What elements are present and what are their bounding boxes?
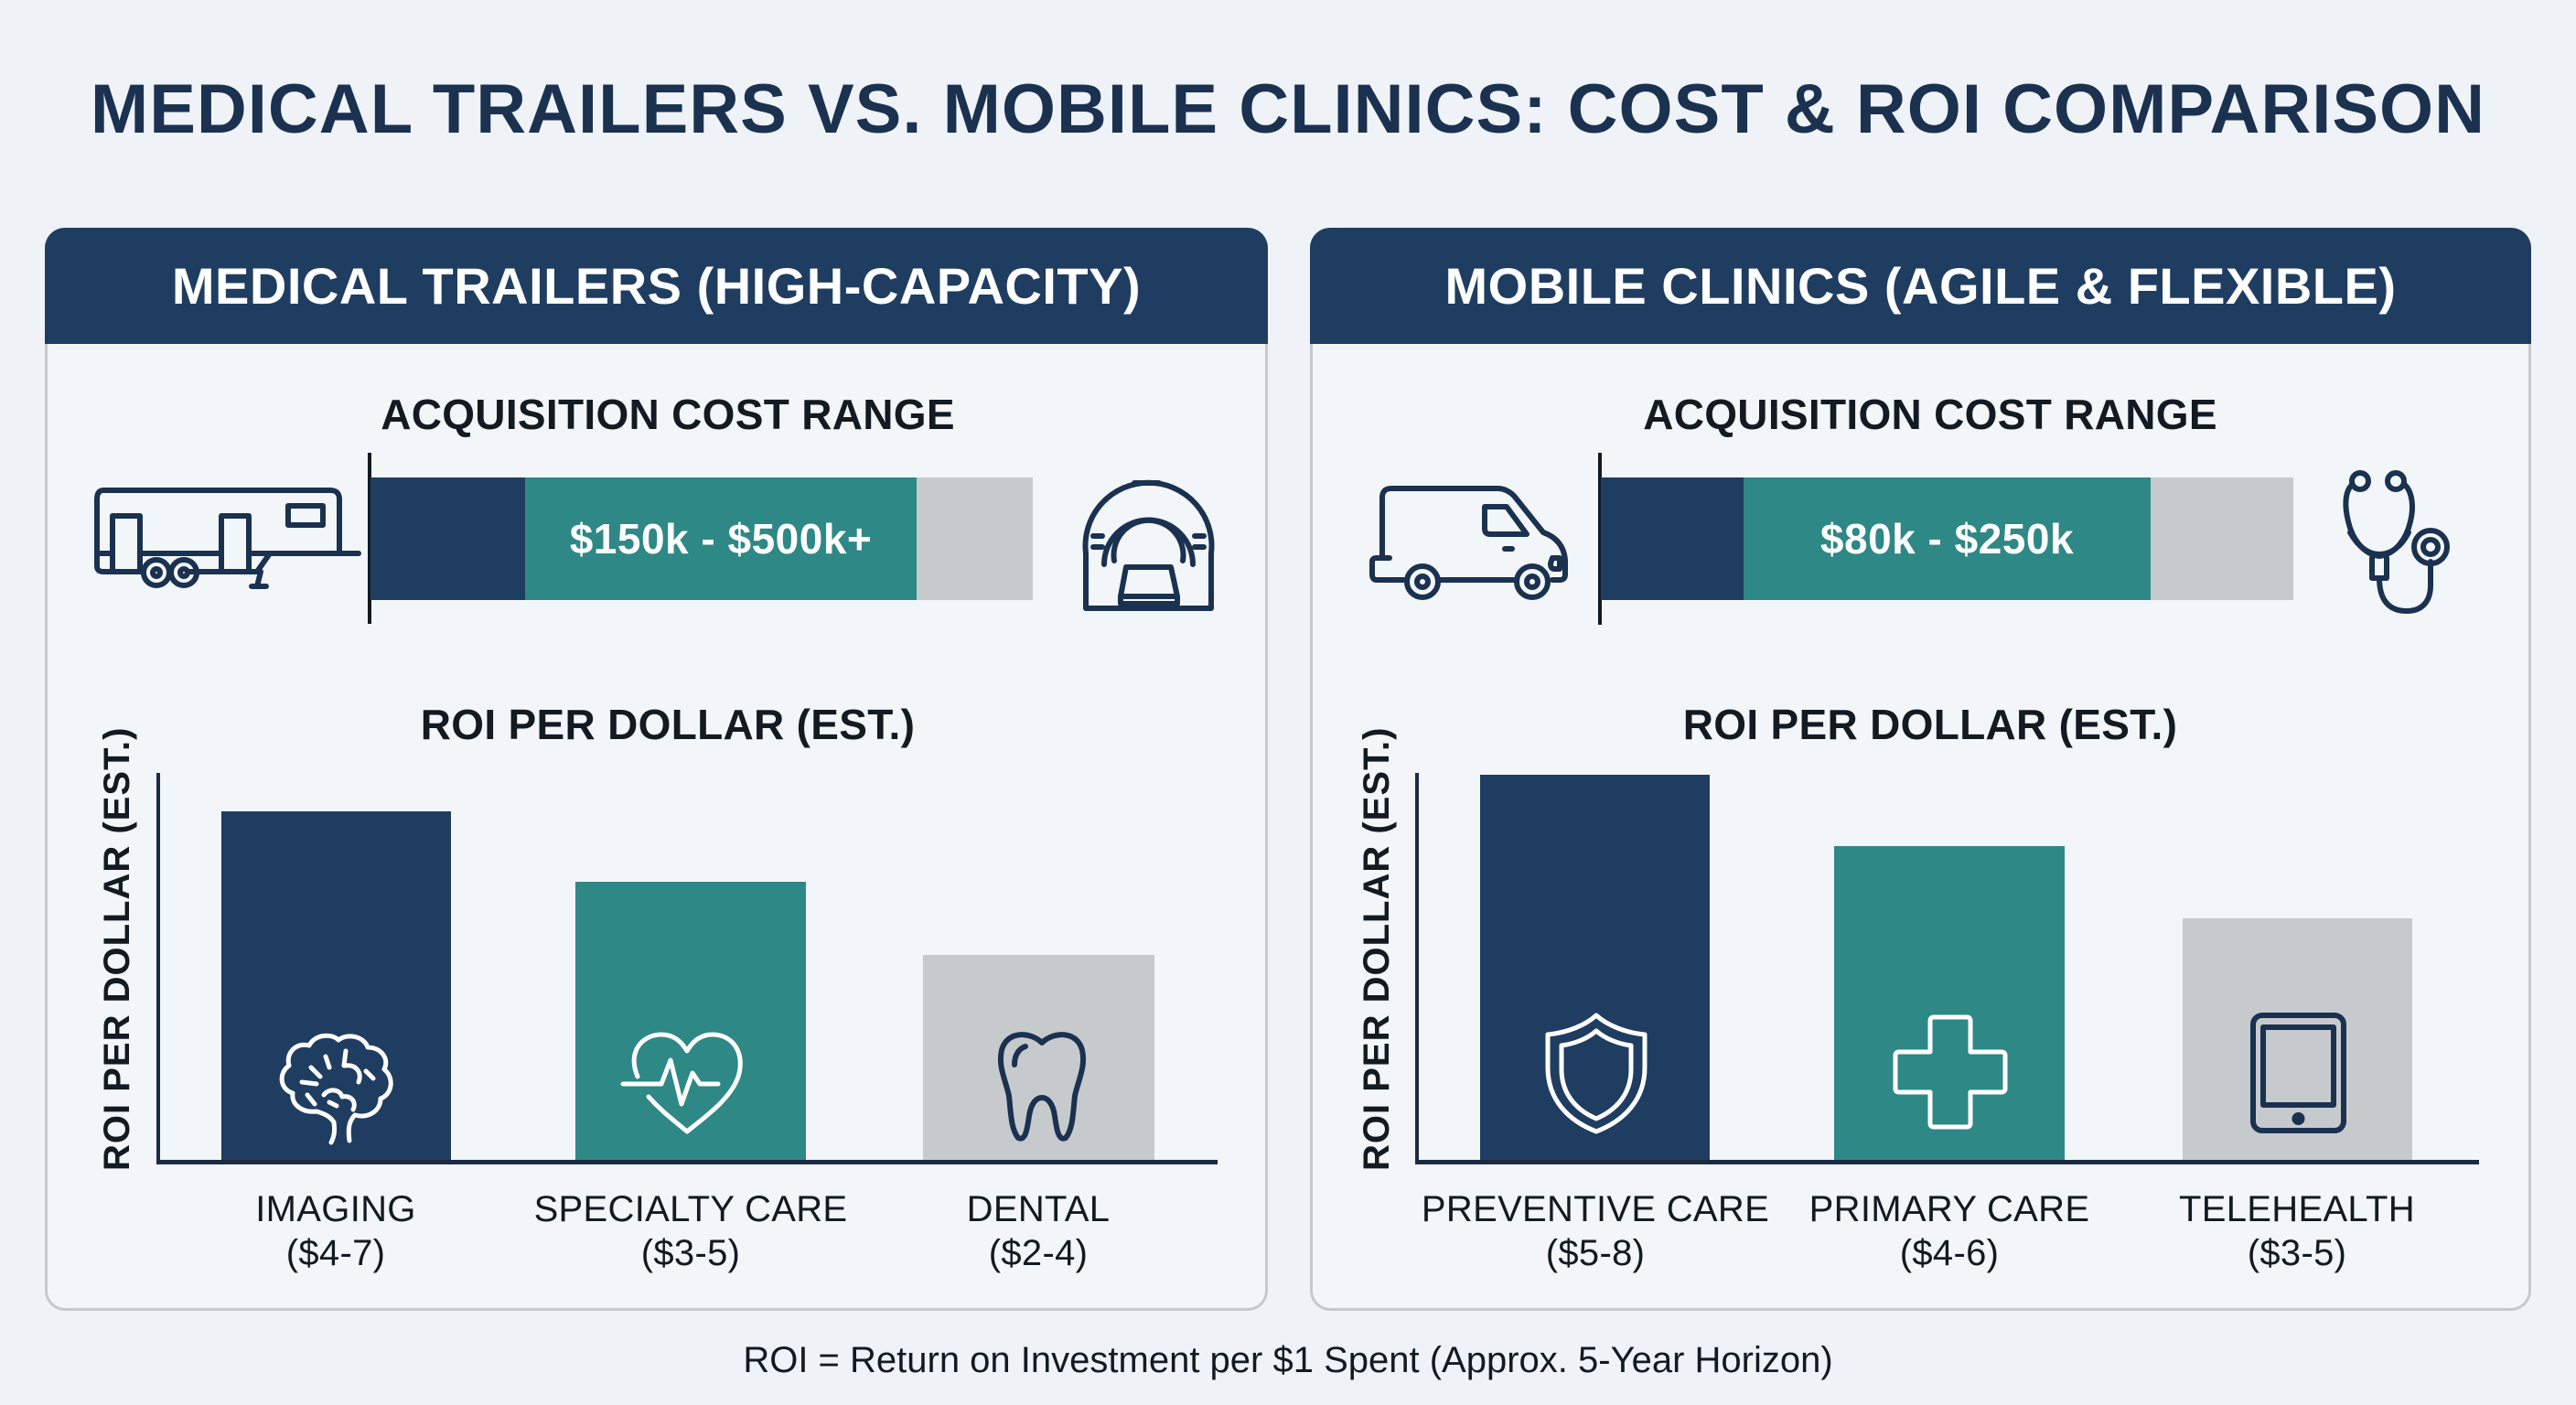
chart-y-axis: [156, 773, 160, 1164]
cost-axis-line: [1598, 453, 1602, 625]
cost-segment-high: [917, 477, 1033, 600]
y-axis-label: ROI PER DOLLAR (EST.): [97, 726, 137, 1171]
bar-dental: [923, 955, 1154, 1160]
roi-section-title: ROI PER DOLLAR (EST.): [1682, 701, 2178, 748]
chart-x-axis: [1415, 1160, 2479, 1164]
panel-header: MOBILE CLINICS (AGILE & FLEXIBLE): [1310, 228, 2531, 344]
heart-pulse-icon: [620, 1032, 749, 1134]
cost-range-label: $80k - $250k: [1819, 515, 2075, 563]
cost-section-title: ACQUISITION COST RANGE: [381, 391, 955, 438]
brain-icon: [274, 1031, 398, 1145]
category-label: IMAGING ($4-7): [255, 1189, 416, 1273]
category-label: SPECIALTY CARE ($3-5): [533, 1189, 848, 1273]
bar-imaging: [221, 811, 451, 1160]
trailer-icon: [94, 488, 361, 590]
bar-primary-care: [1834, 846, 2065, 1160]
bar-specialty-care: [575, 882, 806, 1160]
van-icon: [1369, 485, 1569, 600]
footnote: ROI = Return on Investment per $1 Spent …: [743, 1340, 1833, 1380]
category-label: PREVENTIVE CARE ($5-8): [1421, 1189, 1770, 1273]
page-title: MEDICAL TRAILERS VS. MOBILE CLINICS: COS…: [90, 70, 2486, 148]
cost-range-label: $150k - $500k+: [569, 515, 873, 563]
category-label: DENTAL ($2-4): [966, 1189, 1111, 1273]
stethoscope-icon: [2339, 467, 2467, 614]
mri-scanner-icon: [1082, 467, 1215, 611]
category-label: PRIMARY CARE ($4-6): [1809, 1189, 2090, 1273]
shield-icon: [1544, 1013, 1649, 1136]
chart-x-axis: [156, 1160, 1218, 1164]
cost-segment-high: [2151, 477, 2293, 600]
cost-segment-range: $80k - $250k: [1744, 477, 2151, 600]
category-label: TELEHEALTH ($3-5): [2179, 1189, 2415, 1273]
y-axis-label: ROI PER DOLLAR (EST.): [1357, 726, 1397, 1171]
bar-telehealth: [2183, 918, 2412, 1160]
medical-cross-icon: [1892, 1014, 2009, 1131]
chart-y-axis: [1415, 773, 1419, 1164]
cost-axis-line: [368, 453, 371, 624]
cost-segment-range: $150k - $500k+: [525, 477, 917, 600]
tooth-icon: [996, 1028, 1088, 1142]
roi-section-title: ROI PER DOLLAR (EST.): [420, 701, 916, 748]
cost-section-title: ACQUISITION COST RANGE: [1643, 391, 2217, 438]
bar-preventive-care: [1480, 775, 1710, 1160]
panel-header: MEDICAL TRAILERS (HIGH-CAPACITY): [45, 228, 1268, 344]
tablet-icon: [2250, 1013, 2346, 1133]
cost-segment-low: [370, 477, 525, 600]
cost-segment-low: [1601, 477, 1744, 600]
